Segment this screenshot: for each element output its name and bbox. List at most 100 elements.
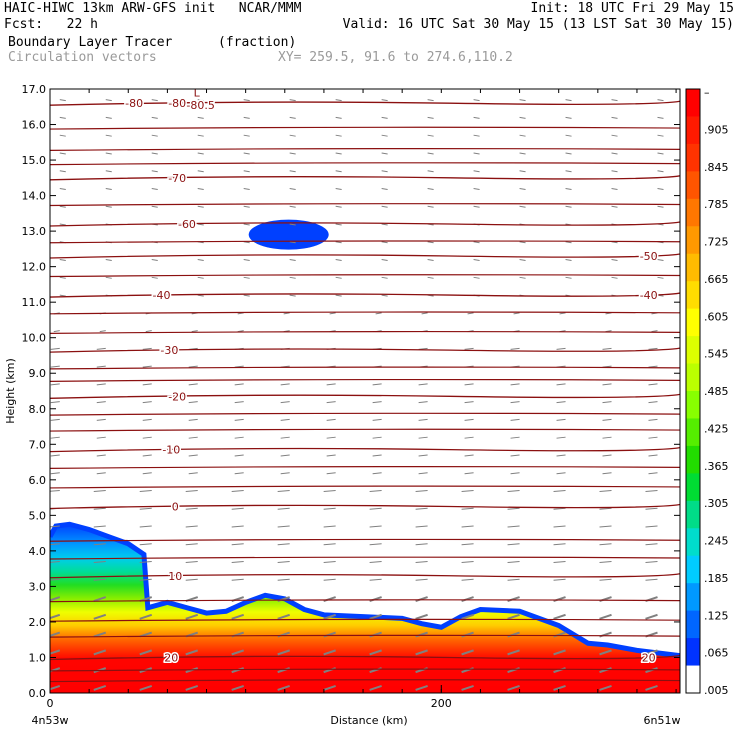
contour--10 [50,446,680,453]
circulation-vector [645,649,658,656]
circulation-vector [657,170,664,173]
circulation-vector [50,418,60,421]
contour-label: -60 [178,218,196,231]
circulation-vector [553,507,566,510]
circulation-vector [289,205,296,208]
circulation-vector [185,507,198,510]
circulation-vector [289,223,296,226]
circulation-vector [231,649,245,656]
circulation-vector [519,116,526,119]
circulation-vector [105,152,112,155]
contour-label: -40 [640,289,658,302]
circulation-vector [234,418,244,421]
colorbar-frame [685,88,701,694]
contour-10 [50,573,680,579]
circulation-vector [556,418,566,421]
circulation-vector [657,205,664,208]
circulation-vector [510,383,520,386]
circulation-vector [93,649,107,656]
circulation-vector [335,170,342,173]
circulation-vector [657,152,664,155]
circulation-vector [648,347,658,350]
circulation-vector [139,649,153,656]
contour-line [50,274,680,278]
circulation-vector [648,365,658,368]
circulation-vector [602,454,612,457]
contour-line [50,378,680,382]
y-tick-label: 12.0 [22,261,47,274]
circulation-vector [553,561,566,564]
circulation-vector [427,116,434,119]
circulation-vector [427,170,434,173]
contour-label: 20 [642,651,656,664]
colorbar-swatch [686,665,700,694]
circulation-vector [185,543,198,546]
x-tick-label: 0 [47,697,54,710]
circulation-vector [427,259,434,262]
colorbar-swatch [686,638,700,667]
circulation-vector [93,596,107,603]
x-left-endpoint-label: 4n53w [32,714,69,727]
circulation-vector [105,116,112,119]
colorbar-label: .245 [704,535,729,548]
circulation-vector [50,525,60,528]
circulation-vector [185,489,198,492]
circulation-vector [381,259,388,262]
colorbar-label: .425 [704,422,729,435]
contour-line [50,412,680,416]
contour-line [50,203,680,207]
colorbar-label: .845 [704,161,729,174]
circulation-vector [648,454,658,457]
circulation-vector [645,613,658,620]
field1-name: Boundary Layer Tracer [8,35,173,50]
circulation-vector [381,152,388,155]
circulation-vector [369,613,382,620]
circulation-vector [369,684,382,691]
circulation-vector [188,454,198,457]
circulation-vector [197,223,204,226]
circulation-vector [197,276,204,279]
circulation-vector [50,489,60,492]
circulation-vector [507,613,520,620]
circulation-vector [231,543,244,546]
circulation-vector [50,578,60,581]
circulation-vector [473,152,480,155]
circulation-vector [565,205,572,208]
circulation-vector [418,401,428,404]
circulation-vector [283,312,290,315]
circulation-vector [599,684,612,691]
circulation-vector [461,543,474,546]
circulation-vector [59,187,66,190]
y-tick-label: 11.0 [22,296,47,309]
circulation-vector [602,383,612,386]
circulation-vector [50,596,61,602]
circulation-vector [142,418,152,421]
circulation-vector [473,241,480,244]
circulation-vector [381,170,388,173]
circulation-vector [59,134,66,137]
circulation-vector [197,134,204,137]
axes: 0.0 1.0 2.0 3.0 4.0 5.0 6.0 7.0 8.0 9.0 10.0 11.0 12… [22,83,680,710]
circulation-vector [289,152,296,155]
circulation-vector [602,472,612,475]
circulation-vector [464,454,474,457]
circulation-vector [381,276,388,279]
circulation-vector [418,472,428,475]
circulation-vector [188,436,198,439]
circulation-vector [139,684,153,691]
colorbar-label: .185 [704,572,729,585]
circulation-vector [372,401,382,404]
circulation-vector [50,631,61,637]
circulation-vector [507,525,520,528]
contour-label: -30 [160,344,178,357]
circulation-vector [139,489,152,492]
circulation-vector [556,347,566,350]
circulation-vector [553,525,566,528]
circulation-vector [473,276,480,279]
circulation-vector [565,152,572,155]
contour-line [50,465,680,469]
circulation-vector [59,276,66,279]
circulation-vector [415,613,428,620]
circulation-vector [280,401,290,404]
circulation-vector [197,152,204,155]
